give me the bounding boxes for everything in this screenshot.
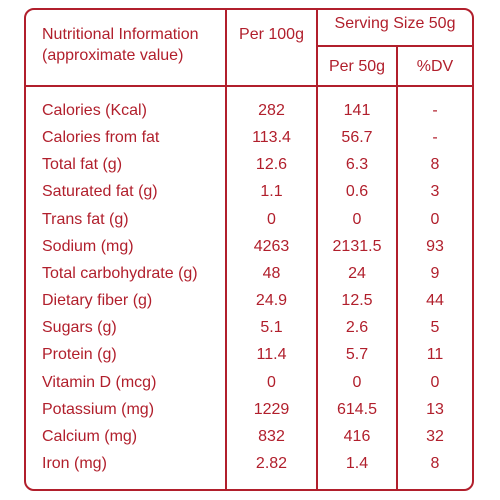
nutrient-name: Sugars (g) [42, 319, 117, 336]
per-100g-value: 282 [258, 102, 285, 119]
serving-size-header: Serving Size 50g [334, 15, 456, 32]
per-100g-value: 5.1 [260, 319, 283, 336]
per-100g-value: 4263 [253, 238, 290, 255]
daily-value: 5 [430, 319, 440, 336]
nutrient-name: Dietary fiber (g) [42, 292, 153, 309]
nutrient-name: Saturated fat (g) [42, 183, 158, 200]
nutrient-name: Sodium (mg) [42, 238, 134, 255]
daily-value: - [432, 129, 438, 146]
per-50g-value: 6.3 [345, 156, 369, 173]
per-50g-value: 0 [352, 374, 362, 391]
per-50g-value: 0.6 [345, 183, 369, 200]
per-100g-value: 113.4 [252, 129, 291, 146]
column-divider [225, 9, 227, 490]
daily-value-header: %DV [416, 58, 454, 75]
per-100g-value: 1.1 [260, 183, 283, 200]
per-50g-value: 12.5 [341, 292, 373, 309]
header-divider [316, 45, 473, 47]
daily-value: 3 [430, 183, 440, 200]
daily-value: 32 [426, 428, 444, 445]
nutrient-name: Total fat (g) [42, 156, 123, 173]
daily-value: 8 [430, 455, 440, 472]
per-100g-value: 1229 [253, 401, 290, 418]
nutrient-name: Iron (mg) [42, 455, 107, 472]
per-50g-value: 56.7 [341, 129, 373, 146]
nutrient-name: Total carbohydrate (g) [42, 265, 198, 282]
daily-value: 11 [426, 346, 444, 363]
per-100g-value: 0 [267, 211, 276, 228]
per-50g-value: 141 [343, 102, 371, 119]
per-50g-value: 5.7 [345, 346, 369, 363]
per-100g-value: 12.6 [255, 156, 288, 173]
nutrient-name: Calories from fat [42, 129, 160, 146]
per-100g-value: 832 [258, 428, 285, 445]
per-100g-value: 11.4 [256, 346, 287, 363]
nutrient-name: Calcium (mg) [42, 428, 138, 445]
per-50g-value: 416 [343, 428, 371, 445]
nutrient-name: Vitamin D (mcg) [42, 374, 157, 391]
per-50g-value: 2.6 [345, 319, 369, 336]
daily-value: 93 [426, 238, 444, 255]
nutrient-name: Potassium (mg) [42, 401, 155, 418]
daily-value: 0 [430, 374, 440, 391]
table-title: Nutritional Information (approximate val… [42, 26, 199, 64]
column-divider [396, 45, 398, 490]
per-100g-value: 24.9 [255, 292, 288, 309]
daily-value: 0 [430, 211, 440, 228]
column-divider [316, 9, 318, 490]
nutrition-table [24, 8, 474, 491]
daily-value: 44 [426, 292, 444, 309]
per-100g-value: 2.82 [255, 455, 288, 472]
header-divider [25, 85, 473, 87]
per-100g-header: Per 100g [239, 26, 304, 43]
per-100g-value: 0 [267, 374, 276, 391]
daily-value: 8 [430, 156, 440, 173]
per-100g-value: 48 [262, 265, 281, 282]
daily-value: 9 [430, 265, 440, 282]
per-50g-value: 614.5 [336, 401, 378, 418]
daily-value: - [432, 102, 438, 119]
nutrient-name: Calories (Kcal) [42, 102, 147, 119]
nutrient-name: Protein (g) [42, 346, 117, 363]
per-50g-value: 2131.5 [332, 238, 382, 255]
nutrient-name: Trans fat (g) [42, 211, 129, 228]
per-50g-header: Per 50g [328, 58, 386, 75]
per-50g-value: 1.4 [345, 455, 369, 472]
per-50g-value: 24 [348, 265, 366, 282]
per-50g-value: 0 [352, 211, 362, 228]
daily-value: 13 [426, 401, 444, 418]
